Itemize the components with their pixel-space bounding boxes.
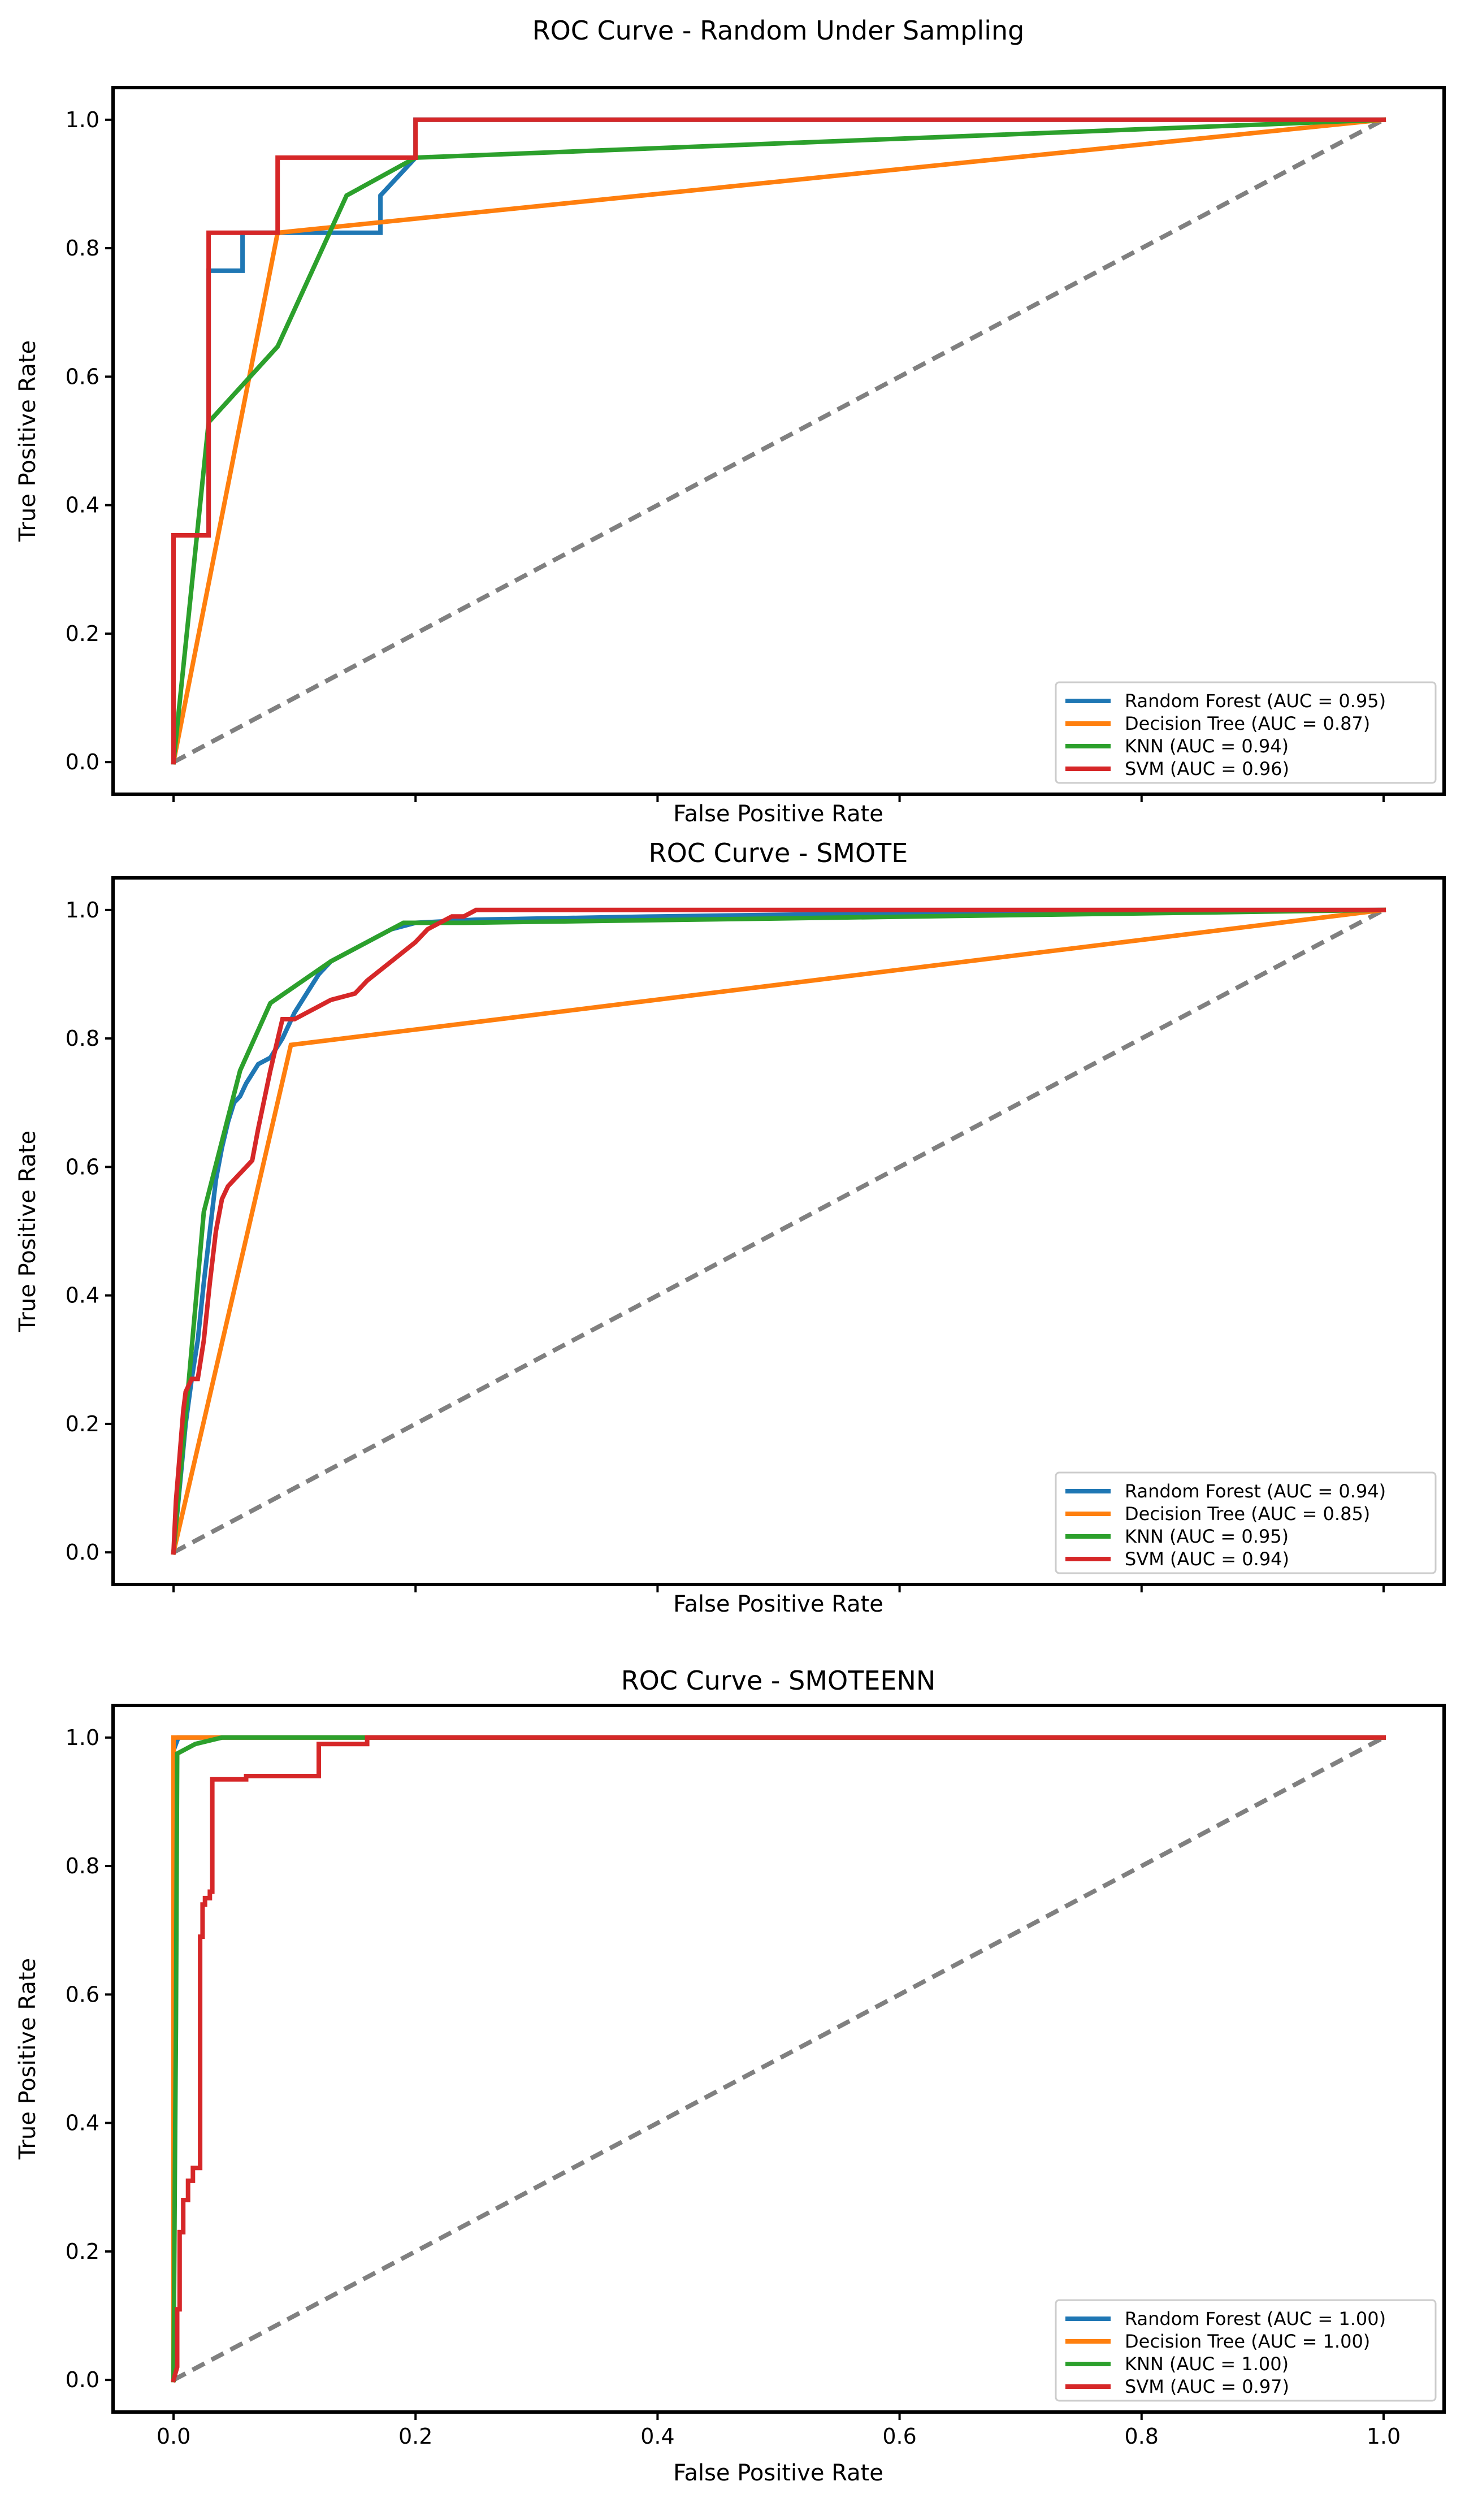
x-tick-label: 0.6 [882,2424,916,2449]
legend-label-decision-tree: Decision Tree (AUC = 0.85) [1125,1503,1370,1525]
legend-label-random-forest: Random Forest (AUC = 1.00) [1125,2308,1386,2330]
y-tick-label: 1.0 [66,898,99,923]
legend-box [1055,1471,1437,1574]
y-tick-label: 0.4 [66,2111,99,2136]
y-tick-label: 0.0 [66,2367,99,2392]
plot-frame [111,86,1446,796]
diagonal-layer [172,908,1385,1555]
y-tick-label: 0.2 [66,621,99,646]
diagonal-reference-line [172,118,1385,764]
series-line-knn [171,117,1386,765]
x-axis-label: False Positive Rate [673,801,883,827]
chart-panel-random-under-sampling: ROC Curve - Random Under Sampling True P… [15,15,1446,827]
x-tick-label: 0.8 [1125,2424,1159,2449]
x-axis-label: False Positive Rate [673,1591,883,1617]
x-tick-label: 0.0 [157,2424,190,2449]
legend-label-knn: KNN (AUC = 1.00) [1125,2353,1289,2375]
plot-frame [111,876,1446,1586]
legend-label-svm: SVM (AUC = 0.96) [1125,758,1289,780]
y-tick-label: 1.0 [66,1725,99,1750]
diagonal-reference-line [172,1735,1385,2382]
y-tick-label: 0.0 [66,750,99,774]
y-axis-label: True Positive Rate [15,340,41,542]
series-line-svm [171,1735,1386,2383]
diagonal-layer [172,118,1385,764]
chart-panel-smote: ROC Curve - SMOTE True Positive Rate Fal… [15,838,1446,1617]
y-tick-label: 0.6 [66,1154,99,1179]
y-axis-label: True Positive Rate [15,1131,41,1332]
plot-frame [111,1704,1446,2414]
series-line-svm [171,117,1386,765]
legend-label-svm: SVM (AUC = 0.94) [1125,1548,1289,1570]
legend-label-decision-tree: Decision Tree (AUC = 0.87) [1125,713,1370,734]
y-tick-label: 1.0 [66,107,99,132]
legend: Random Forest (AUC = 1.00) Decision Tree… [1055,2299,1437,2402]
x-tick-label: 1.0 [1367,2424,1401,2449]
legend-box [1055,2299,1437,2402]
x-axis-label: False Positive Rate [673,2460,883,2486]
series-line-decision-tree [171,907,1386,1555]
x-tick-label: 0.4 [640,2424,674,2449]
legend-label-knn: KNN (AUC = 0.94) [1125,735,1289,757]
legend-box [1055,681,1437,784]
legend-label-random-forest: Random Forest (AUC = 0.94) [1125,1480,1386,1502]
y-tick-label: 0.8 [66,1026,99,1051]
chart-title: ROC Curve - Random Under Sampling [532,15,1025,46]
chart-title: ROC Curve - SMOTEENN [621,1665,936,1696]
series-line-knn [171,1735,1386,2383]
series-layer [171,907,1386,1555]
y-tick-label: 0.8 [66,236,99,261]
y-tick-label: 0.6 [66,1982,99,2007]
legend-label-decision-tree: Decision Tree (AUC = 1.00) [1125,2331,1370,2352]
chart-panel-smoteenn: ROC Curve - SMOTEENN True Positive Rate … [15,1665,1446,2486]
x-tick-label: 0.2 [398,2424,432,2449]
legend-label-random-forest: Random Forest (AUC = 0.95) [1125,690,1386,712]
chart-title: ROC Curve - SMOTE [649,838,908,868]
series-line-svm [171,907,1386,1555]
legend-label-svm: SVM (AUC = 0.97) [1125,2376,1289,2397]
y-tick-label: 0.6 [66,364,99,389]
diagonal-reference-line [172,908,1385,1555]
diagonal-layer [172,1735,1385,2382]
y-tick-label: 0.0 [66,1540,99,1565]
legend: Random Forest (AUC = 0.94) Decision Tree… [1055,1471,1437,1574]
y-tick-label: 0.4 [66,493,99,518]
series-layer [171,1735,1386,2383]
y-tick-label: 0.4 [66,1283,99,1308]
series-line-knn [171,907,1386,1555]
series-layer [171,117,1386,765]
ticks-layer: 0.0 0.2 0.4 0.6 0.8 1.0 [66,898,1385,1592]
y-tick-label: 0.2 [66,2239,99,2264]
y-tick-label: 0.2 [66,1411,99,1436]
y-tick-label: 0.8 [66,1854,99,1878]
y-axis-label: True Positive Rate [15,1958,41,2160]
legend-label-knn: KNN (AUC = 0.95) [1125,1526,1289,1547]
legend: Random Forest (AUC = 0.95) Decision Tree… [1055,681,1437,784]
